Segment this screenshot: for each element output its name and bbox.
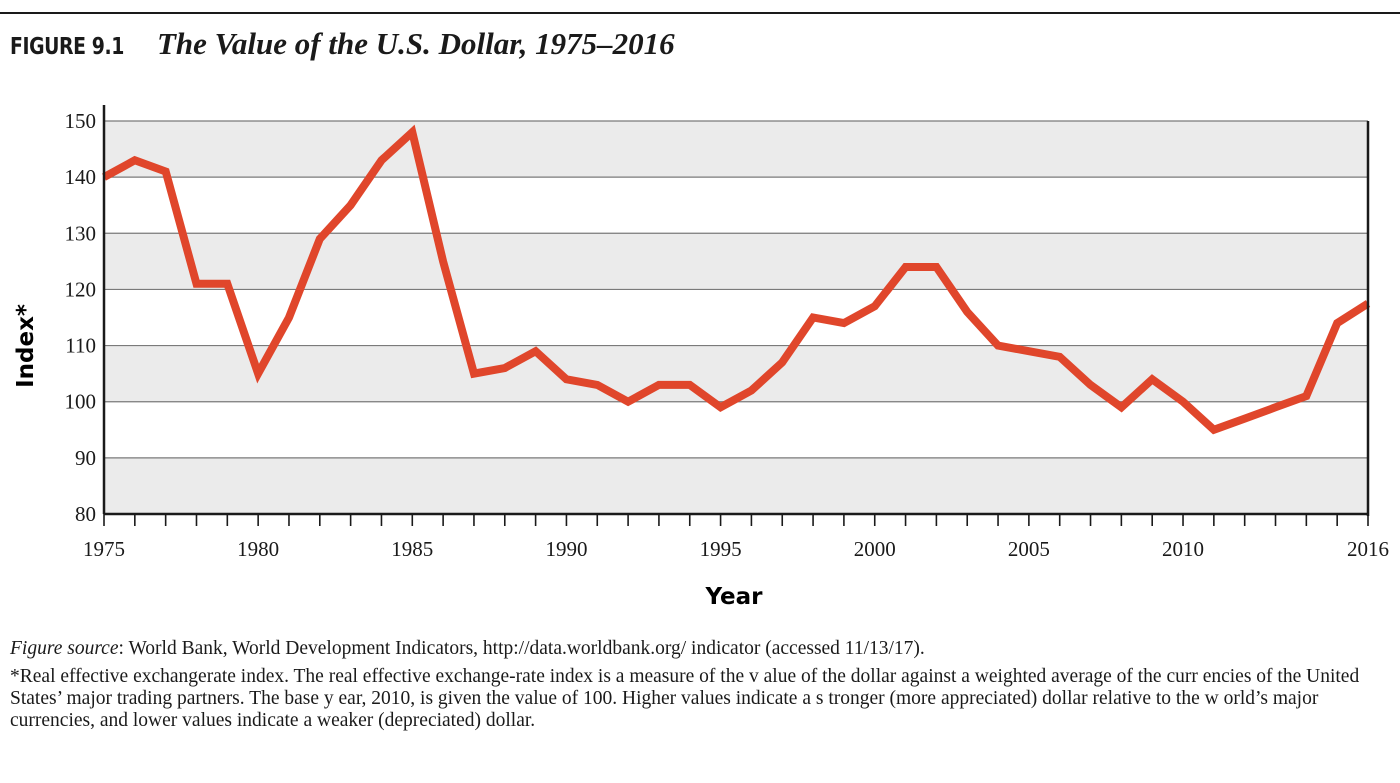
y-tick-label: 100 bbox=[65, 390, 97, 414]
chart-gridlines bbox=[104, 120, 1368, 459]
chart-band bbox=[104, 121, 1368, 178]
y-tick-label: 150 bbox=[65, 109, 97, 133]
chart-axes bbox=[102, 105, 1370, 526]
y-tick-label: 140 bbox=[65, 165, 97, 189]
x-tick-labels: 1975 1980 1985 1990 1995 2000 2005 2010 2016 bbox=[83, 537, 1389, 561]
y-tick-label: 130 bbox=[65, 221, 97, 245]
source-label: Figure source bbox=[10, 638, 119, 659]
x-tick-label: 1975 bbox=[83, 537, 125, 561]
y-tick-label: 90 bbox=[75, 446, 96, 470]
x-tick-label: 1980 bbox=[237, 537, 279, 561]
y-tick-label: 80 bbox=[75, 502, 96, 526]
y-tick-labels: 80 90 100 110 120 130 140 150 bbox=[65, 109, 97, 526]
chart-bands bbox=[104, 121, 1368, 514]
x-tick-label: 2000 bbox=[854, 537, 896, 561]
x-tick-label: 1990 bbox=[545, 537, 587, 561]
x-tick-label: 2016 bbox=[1347, 537, 1389, 561]
y-tick-label: 110 bbox=[65, 334, 96, 358]
chart-band bbox=[104, 233, 1368, 290]
top-rule bbox=[0, 12, 1400, 14]
figure-header: FIGURE 9.1 The Value of the U.S. Dollar,… bbox=[10, 26, 675, 62]
figure-note: *Real effective exchangerate index. The … bbox=[10, 666, 1360, 731]
source-text: : World Bank, World Development Indicato… bbox=[118, 638, 925, 659]
x-tick-label: 2010 bbox=[1162, 537, 1204, 561]
y-tick-label: 120 bbox=[65, 277, 97, 301]
chart-series bbox=[102, 124, 1371, 435]
figure-label: FIGURE 9.1 bbox=[10, 34, 124, 60]
x-tick-label: 1995 bbox=[700, 537, 742, 561]
chart-band bbox=[104, 457, 1368, 514]
figure-footer: Figure source: World Bank, World Develop… bbox=[10, 638, 1380, 732]
y-axis-label: Index* bbox=[13, 304, 39, 388]
figure-title: The Value of the U.S. Dollar, 1975–2016 bbox=[157, 26, 675, 61]
x-tick-label: 1985 bbox=[391, 537, 433, 561]
series-line-dollar-index bbox=[102, 124, 1371, 435]
chart-band bbox=[104, 345, 1368, 402]
x-axis-label: Year bbox=[704, 584, 763, 610]
x-tick-label: 2005 bbox=[1008, 537, 1050, 561]
figure-source: Figure source: World Bank, World Develop… bbox=[10, 638, 1380, 660]
